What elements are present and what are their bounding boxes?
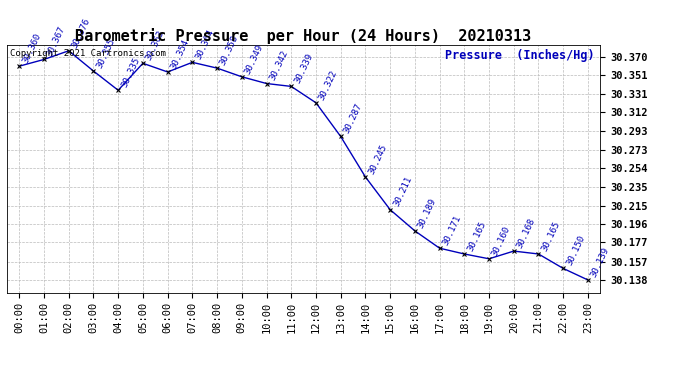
Text: 30.189: 30.189 [416, 196, 438, 230]
Text: 30.168: 30.168 [515, 217, 537, 250]
Text: 30.349: 30.349 [243, 42, 265, 75]
Text: 30.360: 30.360 [21, 32, 43, 65]
Text: Pressure  (Inches/Hg): Pressure (Inches/Hg) [445, 49, 594, 62]
Text: 30.211: 30.211 [391, 175, 413, 208]
Text: 30.367: 30.367 [46, 25, 67, 58]
Text: 30.335: 30.335 [119, 56, 141, 89]
Text: 30.150: 30.150 [564, 234, 586, 267]
Text: 30.171: 30.171 [441, 214, 463, 247]
Text: 30.165: 30.165 [466, 219, 488, 253]
Text: 30.245: 30.245 [367, 142, 388, 176]
Text: 30.139: 30.139 [589, 246, 611, 279]
Text: 30.342: 30.342 [268, 49, 290, 82]
Text: 30.322: 30.322 [317, 68, 339, 101]
Text: 30.165: 30.165 [540, 219, 562, 253]
Title: Barometric Pressure  per Hour (24 Hours)  20210313: Barometric Pressure per Hour (24 Hours) … [75, 28, 532, 44]
Text: 30.363: 30.363 [144, 29, 166, 62]
Text: Copyright 2021 Cartronics.com: Copyright 2021 Cartronics.com [10, 49, 166, 58]
Text: 30.160: 30.160 [491, 224, 512, 257]
Text: 30.339: 30.339 [293, 52, 315, 85]
Text: 30.358: 30.358 [219, 34, 240, 67]
Text: 30.354: 30.354 [169, 38, 191, 70]
Text: 30.355: 30.355 [95, 37, 117, 70]
Text: 30.364: 30.364 [194, 28, 215, 61]
Text: 30.376: 30.376 [70, 16, 92, 50]
Text: 30.287: 30.287 [342, 102, 364, 135]
